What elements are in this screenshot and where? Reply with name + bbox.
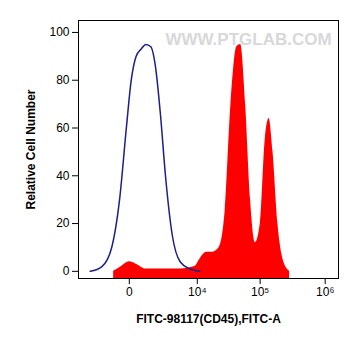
svg-text:10⁵: 10⁵ xyxy=(251,285,269,299)
svg-text:WWW.PTGLAB.COM: WWW.PTGLAB.COM xyxy=(165,30,331,49)
svg-text:60: 60 xyxy=(56,121,70,135)
svg-text:20: 20 xyxy=(56,216,70,230)
svg-text:0: 0 xyxy=(63,264,70,278)
svg-text:10⁶: 10⁶ xyxy=(316,285,334,299)
svg-text:40: 40 xyxy=(56,169,70,183)
svg-text:80: 80 xyxy=(56,73,70,87)
svg-text:0: 0 xyxy=(126,285,133,299)
svg-text:Relative Cell Number: Relative Cell Number xyxy=(24,89,38,209)
svg-text:FITC-98117(CD45),FITC-A: FITC-98117(CD45),FITC-A xyxy=(136,312,281,326)
svg-text:100: 100 xyxy=(49,25,69,39)
svg-text:10⁴: 10⁴ xyxy=(188,285,207,299)
